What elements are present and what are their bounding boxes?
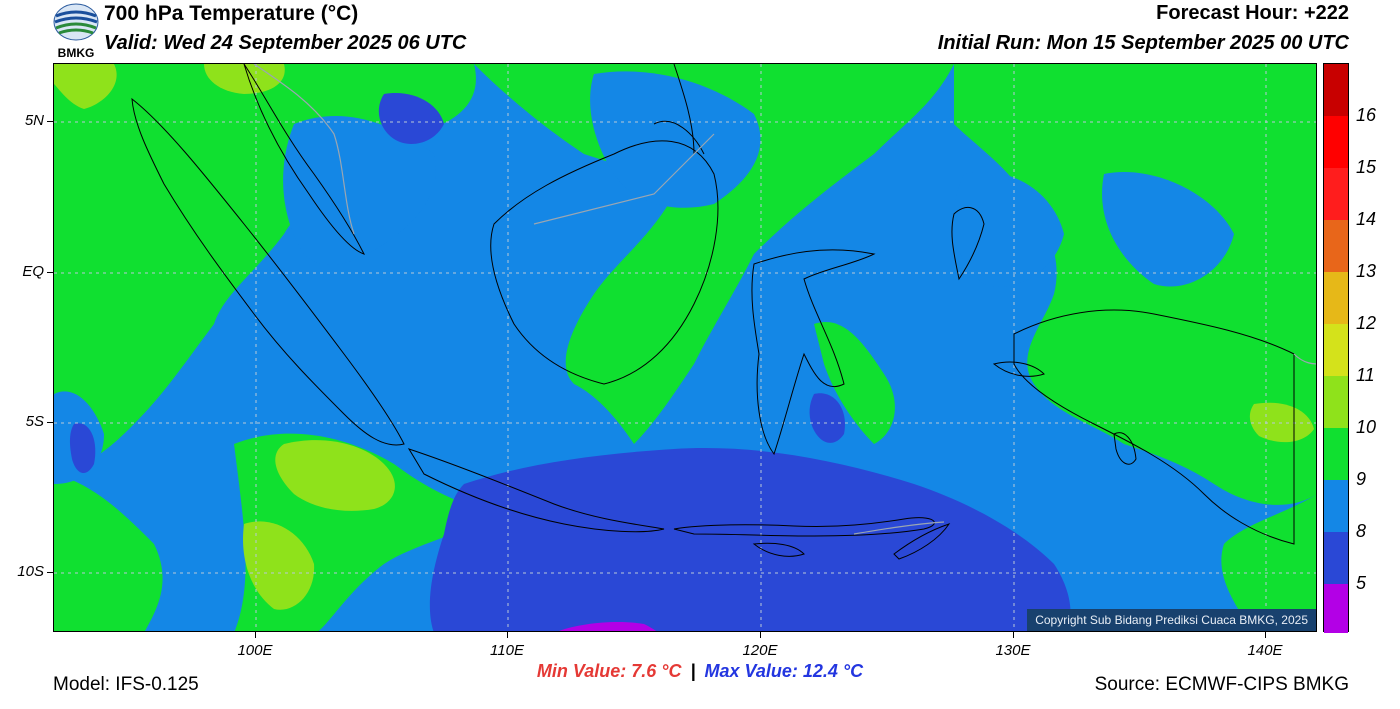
data-source: Source: ECMWF-CIPS BMKG [1094, 674, 1349, 695]
coastlines [131, 64, 1295, 560]
lon-label-100e: 100E [237, 642, 273, 659]
lon-tick [1013, 632, 1014, 638]
legend-label-16: 16 [1356, 105, 1377, 125]
legend-band [1324, 324, 1348, 376]
legend-label-11: 11 [1356, 365, 1375, 385]
legend-band [1324, 64, 1348, 116]
field-band-8 [559, 622, 657, 631]
initial-run: Initial Run: Mon 15 September 2025 00 UT… [937, 32, 1349, 54]
min-value: Min Value: 7.6 °C [536, 661, 682, 681]
map-gridlines [54, 64, 1316, 631]
lon-tick [760, 632, 761, 638]
legend-label-12: 12 [1356, 313, 1377, 333]
lat-tick [47, 572, 53, 573]
color-legend [1323, 63, 1349, 633]
legend-label-14: 14 [1356, 209, 1377, 229]
map-title: 700 hPa Temperature (°C) [104, 2, 359, 25]
field-band-9-north [378, 93, 444, 144]
field-band-12-nw [54, 64, 117, 109]
legend-band [1324, 480, 1348, 532]
political-borders [253, 64, 1316, 535]
legend-label-8: 8 [1356, 521, 1367, 541]
separator: | [690, 661, 696, 681]
legend-label-9: 9 [1356, 469, 1367, 489]
legend-label-13: 13 [1356, 261, 1377, 281]
model-name: Model: IFS-0.125 [53, 674, 199, 695]
field-band-12-east [1249, 402, 1314, 443]
lat-tick [47, 272, 53, 273]
lat-label-5n: 5N [24, 112, 44, 129]
legend-band [1324, 272, 1348, 324]
lat-tick [47, 121, 53, 122]
forecast-hour: Forecast Hour: +222 [1156, 2, 1349, 24]
field-band-10-borneo [590, 71, 761, 208]
lat-label-10s: 10S [17, 563, 44, 580]
legend-band [1324, 584, 1348, 633]
legend-band [1324, 376, 1348, 428]
field-band-11-southwest [54, 474, 163, 631]
temperature-field [54, 64, 1316, 631]
min-max-values: Min Value: 7.6 °C | Max Value: 12.4 °C [0, 661, 1400, 682]
field-band-11-sulawesi [814, 322, 895, 444]
max-value: Max Value: 12.4 °C [704, 661, 864, 681]
legend-band [1324, 532, 1348, 584]
legend-band [1324, 168, 1348, 220]
lat-label-5s: 5S [25, 413, 44, 430]
field-band-10-north [283, 115, 436, 265]
legend-label-10: 10 [1356, 417, 1377, 437]
field-band-10-halmahera [953, 172, 1064, 287]
lon-tick [1265, 632, 1266, 638]
copyright-notice: Copyright Sub Bidang Prediksi Cuaca BMKG… [1027, 609, 1316, 631]
lon-label-140e: 140E [1247, 642, 1283, 659]
logo-text: BMKG [58, 46, 95, 60]
field-band-12-sumatra-south [275, 440, 395, 511]
field-band-9-south [429, 448, 1071, 631]
field-band-11-west [54, 64, 476, 474]
lon-label-110e: 110E [490, 642, 524, 659]
lon-tick [507, 632, 508, 638]
lon-label-120e: 120E [742, 642, 778, 659]
field-band-11-central [474, 64, 954, 444]
legend-band [1324, 116, 1348, 168]
temperature-map: Copyright Sub Bidang Prediksi Cuaca BMKG… [53, 63, 1317, 632]
lat-tick [47, 422, 53, 423]
field-band-9-west [69, 423, 96, 474]
legend-label-15: 15 [1356, 157, 1377, 177]
bmkg-logo: BMKG [52, 2, 100, 60]
lat-label-eq: EQ [22, 263, 44, 280]
lon-label-130e: 130E [995, 642, 1031, 659]
legend-band [1324, 220, 1348, 272]
field-band-11-southeast [1221, 495, 1316, 631]
valid-time: Valid: Wed 24 September 2025 06 UTC [104, 32, 467, 54]
field-band-12-indian-ocean [243, 521, 315, 610]
legend-label-5: 5 [1356, 573, 1367, 593]
field-band-10-papua-north [1102, 172, 1234, 287]
lon-tick [255, 632, 256, 638]
field-band-9-sulawesi [809, 393, 845, 443]
legend-band [1324, 428, 1348, 480]
